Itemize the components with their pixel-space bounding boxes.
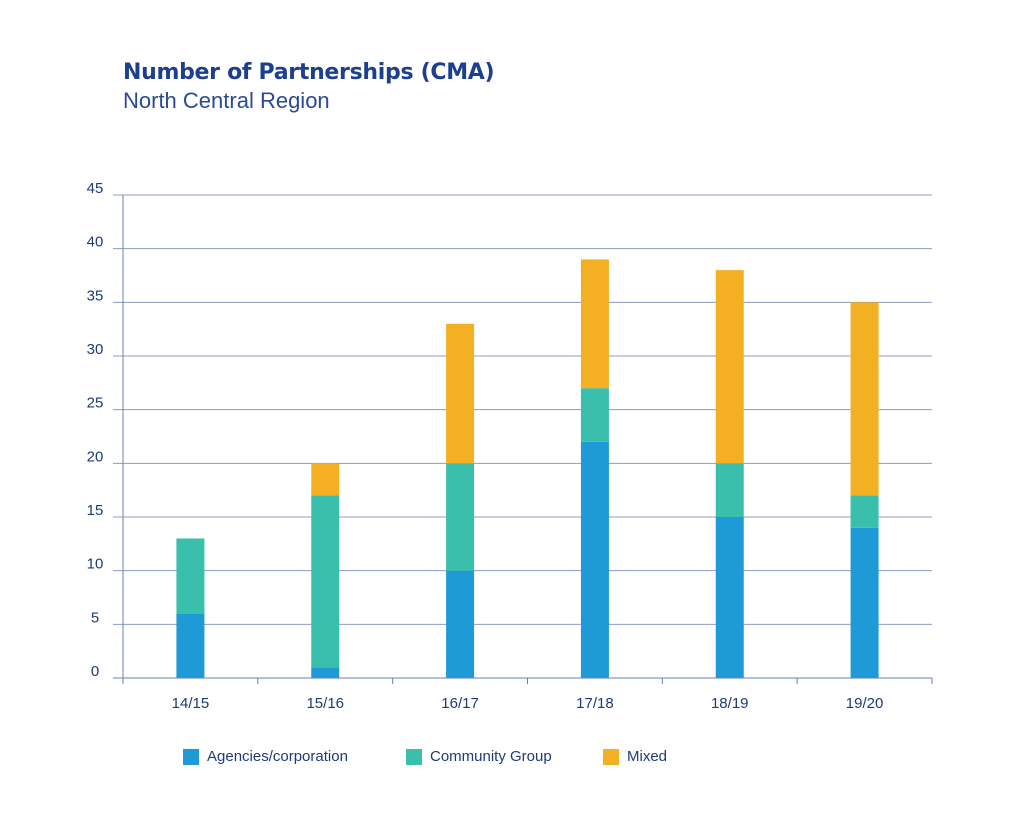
bar-17-18-series-1 <box>580 388 609 442</box>
legend-label-agencies: Agencies/corporation <box>207 748 348 765</box>
bar-18-19-series-2 <box>715 270 744 464</box>
x-tick-label: 19/20 <box>846 695 884 712</box>
x-tick-label: 18/19 <box>711 695 749 712</box>
bar-17-18-series-2 <box>580 259 609 389</box>
y-tick-label: 40 <box>87 234 104 251</box>
x-tick-label: 16/17 <box>441 695 479 712</box>
bar-18-19-series-1 <box>715 463 744 517</box>
legend: Agencies/corporation Community Group Mix… <box>0 748 1024 768</box>
chart-subtitle: North Central Region <box>123 88 330 113</box>
y-tick-label: 15 <box>87 502 104 519</box>
y-tick-label: 20 <box>87 448 104 465</box>
bar-18-19-series-0 <box>715 517 744 678</box>
x-tick-label: 15/16 <box>306 695 344 712</box>
y-tick-label: 0 <box>91 663 99 680</box>
bar-15-16-series-1 <box>311 495 340 668</box>
x-tick-label: 14/15 <box>172 695 210 712</box>
legend-swatch-mixed <box>603 748 619 765</box>
legend-item-mixed: Mixed <box>603 748 667 765</box>
bar-15-16-series-2 <box>311 463 340 496</box>
legend-label-mixed: Mixed <box>627 748 668 765</box>
legend-swatch-community <box>406 748 422 765</box>
legend-label-community: Community Group <box>430 748 552 765</box>
bar-19-20-series-1 <box>850 495 879 528</box>
bar-19-20-series-0 <box>850 527 879 678</box>
y-tick-label: 5 <box>91 609 99 626</box>
y-tick-label: 35 <box>87 287 104 304</box>
legend-item-community: Community Group <box>406 748 552 765</box>
bar-16-17-series-0 <box>446 570 475 678</box>
y-tick-label: 25 <box>87 395 104 412</box>
bar-19-20-series-2 <box>850 302 879 496</box>
y-tick-label: 45 <box>87 180 104 197</box>
y-tick-label: 30 <box>87 341 104 358</box>
x-tick-label: 17/18 <box>576 695 614 712</box>
bar-17-18-series-0 <box>580 441 609 678</box>
bar-14-15-series-0 <box>176 613 205 678</box>
bar-15-16-series-0 <box>311 667 340 678</box>
bar-16-17-series-2 <box>446 323 475 464</box>
chart-title: Number of Partnerships (CMA) <box>123 60 495 85</box>
y-tick-label: 10 <box>87 556 104 573</box>
bar-16-17-series-1 <box>446 463 475 571</box>
legend-item-agencies: Agencies/corporation <box>183 748 348 765</box>
bar-14-15-series-1 <box>176 538 205 614</box>
legend-swatch-agencies <box>183 748 199 765</box>
